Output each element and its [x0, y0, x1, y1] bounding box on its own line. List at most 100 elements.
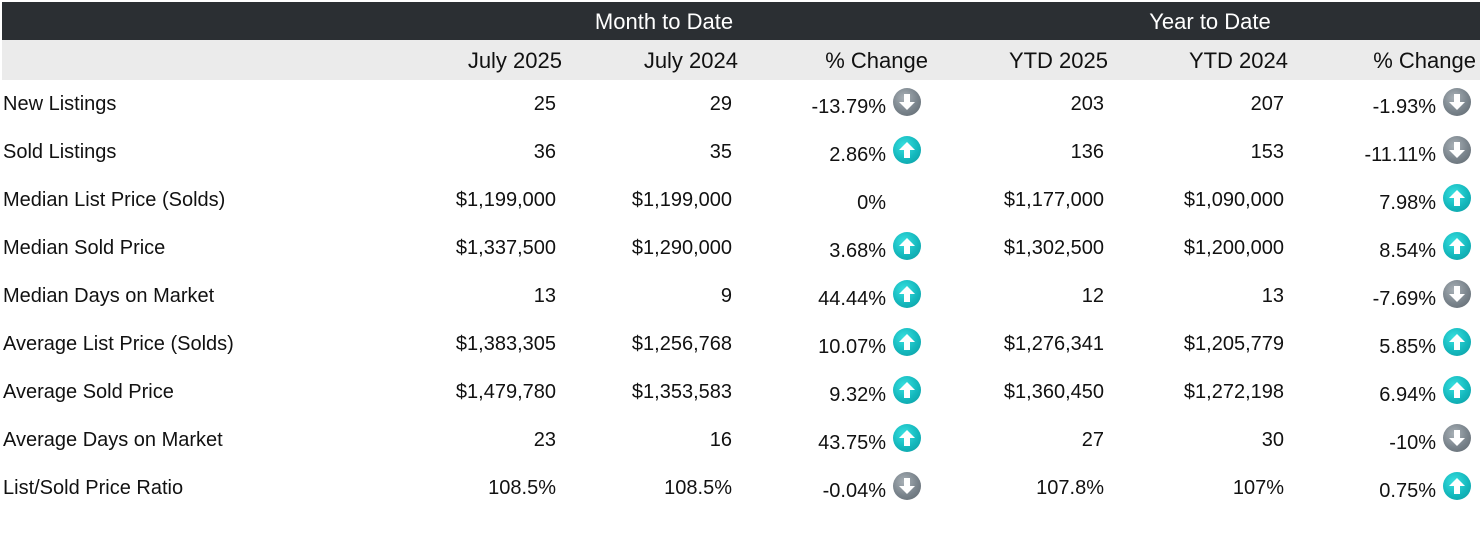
july-2025-value: 36 [533, 141, 556, 163]
july-2025-value: 23 [533, 429, 556, 451]
col-header-month-change: % Change [825, 48, 928, 73]
july-2025-value: 108.5% [488, 477, 556, 499]
ytd-change-value: 5.85% [1379, 336, 1436, 358]
table-row: Sold Listings 36 35 2.86% 136 153 -11.11% [0, 130, 1482, 178]
col-header-july-2024: July 2024 [643, 48, 738, 73]
ytd-2025-value: 107.8% [1036, 477, 1104, 499]
arrow-up-icon [893, 424, 921, 452]
month-change-value: 43.75% [818, 432, 886, 454]
row-label: Average Sold Price [3, 381, 174, 403]
arrow-up-icon [893, 376, 921, 404]
july-2025-value: 25 [533, 93, 556, 115]
row-label: Median List Price (Solds) [3, 189, 226, 211]
ytd-2025-value: 27 [1081, 429, 1104, 451]
arrow-up-icon [1443, 232, 1471, 260]
row-label: List/Sold Price Ratio [3, 477, 184, 499]
ytd-change-value: -11.11% [1364, 144, 1436, 166]
ytd-2024-value: 207 [1250, 93, 1284, 115]
month-change-value: 3.68% [829, 240, 886, 262]
table-row: Average List Price (Solds) $1,383,305 $1,2… [0, 322, 1482, 370]
month-change-value: 0% [857, 192, 886, 214]
ytd-2024-value: $1,205,779 [1183, 333, 1284, 355]
col-header-ytd-2025: YTD 2025 [1008, 48, 1108, 73]
arrow-down-icon [893, 472, 921, 500]
arrow-up-icon [1443, 376, 1471, 404]
table-row: Average Sold Price $1,479,780 $1,353,583 9.… [0, 370, 1482, 418]
col-header-july-2025: July 2025 [467, 48, 562, 73]
july-2024-value: 16 [709, 429, 732, 451]
ytd-2024-value: 107% [1232, 477, 1284, 499]
ytd-2024-value: $1,200,000 [1183, 237, 1284, 259]
july-2024-value: 29 [709, 93, 732, 115]
july-2025-value: $1,337,500 [455, 237, 556, 259]
arrow-up-icon [1443, 472, 1471, 500]
row-label: Median Days on Market [3, 285, 215, 307]
table-row: Average Days on Market 23 16 43.75% 27 30 -10% [0, 418, 1482, 466]
ytd-2025-value: 203 [1070, 93, 1104, 115]
ytd-change-value: -1.93% [1372, 96, 1436, 118]
period-header-bar: Month to Date Year to Date [2, 2, 1480, 40]
arrow-up-icon [1443, 328, 1471, 356]
table-row: Median Days on Market 13 9 44.44% 12 13 -7.69% [0, 274, 1482, 322]
row-label: Sold Listings [3, 141, 117, 163]
july-2024-value: 35 [709, 141, 732, 163]
ytd-2025-value: $1,177,000 [1003, 189, 1104, 211]
ytd-change-value: 0.75% [1379, 480, 1436, 502]
ytd-change-value: -7.69% [1372, 288, 1436, 310]
july-2024-value: $1,290,000 [631, 237, 732, 259]
july-2024-value: $1,353,583 [631, 381, 732, 403]
july-2024-value: $1,256,768 [631, 333, 732, 355]
ytd-2024-value: $1,090,000 [1183, 189, 1284, 211]
month-change-value: -0.04% [822, 480, 886, 502]
table-row: List/Sold Price Ratio 108.5% 108.5% -0.04% 1… [0, 466, 1482, 514]
july-2024-value: 9 [720, 285, 732, 307]
arrow-down-icon [893, 88, 921, 116]
month-change-value: -13.79% [811, 96, 887, 118]
month-change-value: 9.32% [829, 384, 886, 406]
ytd-change-value: 8.54% [1379, 240, 1436, 262]
col-header-ytd-2024: YTD 2024 [1188, 48, 1288, 73]
ytd-2024-value: $1,272,198 [1183, 381, 1284, 403]
arrow-down-icon [1443, 136, 1471, 164]
arrow-up-icon [893, 136, 921, 164]
july-2025-value: $1,479,780 [455, 381, 556, 403]
row-label: Average Days on Market [3, 429, 223, 451]
ytd-change-value: -10% [1389, 432, 1436, 454]
july-2025-value: $1,383,305 [455, 333, 556, 355]
ytd-2025-value: 136 [1070, 141, 1104, 163]
month-change-value: 44.44% [818, 288, 886, 310]
col-header-ytd-change: % Change [1373, 48, 1476, 73]
arrow-up-icon [1443, 184, 1471, 212]
ytd-2024-value: 13 [1261, 285, 1284, 307]
arrow-up-icon [893, 328, 921, 356]
arrow-up-icon [893, 232, 921, 260]
month-change-value: 2.86% [829, 144, 886, 166]
row-label: Median Sold Price [3, 237, 166, 259]
month-change-value: 10.07% [818, 336, 886, 358]
arrow-down-icon [1443, 280, 1471, 308]
row-label: New Listings [3, 93, 117, 115]
ytd-2025-value: $1,276,341 [1003, 333, 1104, 355]
ytd-change-value: 7.98% [1379, 192, 1436, 214]
year-to-date-heading: Year to Date [1149, 9, 1271, 34]
table-row: Median Sold Price $1,337,500 $1,290,000 3.6… [0, 226, 1482, 274]
ytd-2024-value: 30 [1261, 429, 1284, 451]
july-2025-value: $1,199,000 [455, 189, 556, 211]
july-2025-value: 13 [533, 285, 556, 307]
month-to-date-heading: Month to Date [594, 9, 734, 34]
column-header-row: July 2025 July 2024 % Change YTD 2025 YT… [2, 40, 1480, 80]
row-label: Average List Price (Solds) [3, 333, 234, 355]
ytd-2025-value: $1,302,500 [1003, 237, 1104, 259]
ytd-2024-value: 153 [1250, 141, 1284, 163]
arrow-down-icon [1443, 88, 1471, 116]
july-2024-value: $1,199,000 [631, 189, 732, 211]
arrow-up-icon [893, 280, 921, 308]
arrow-down-icon [1443, 424, 1471, 452]
ytd-2025-value: 12 [1081, 285, 1104, 307]
ytd-change-value: 6.94% [1379, 384, 1436, 406]
july-2024-value: 108.5% [664, 477, 732, 499]
table-row: Median List Price (Solds) $1,199,000 $1,19… [0, 178, 1482, 226]
ytd-2025-value: $1,360,450 [1003, 381, 1104, 403]
table-row: New Listings 25 29 -13.79% 203 207 -1.93% [0, 82, 1482, 130]
